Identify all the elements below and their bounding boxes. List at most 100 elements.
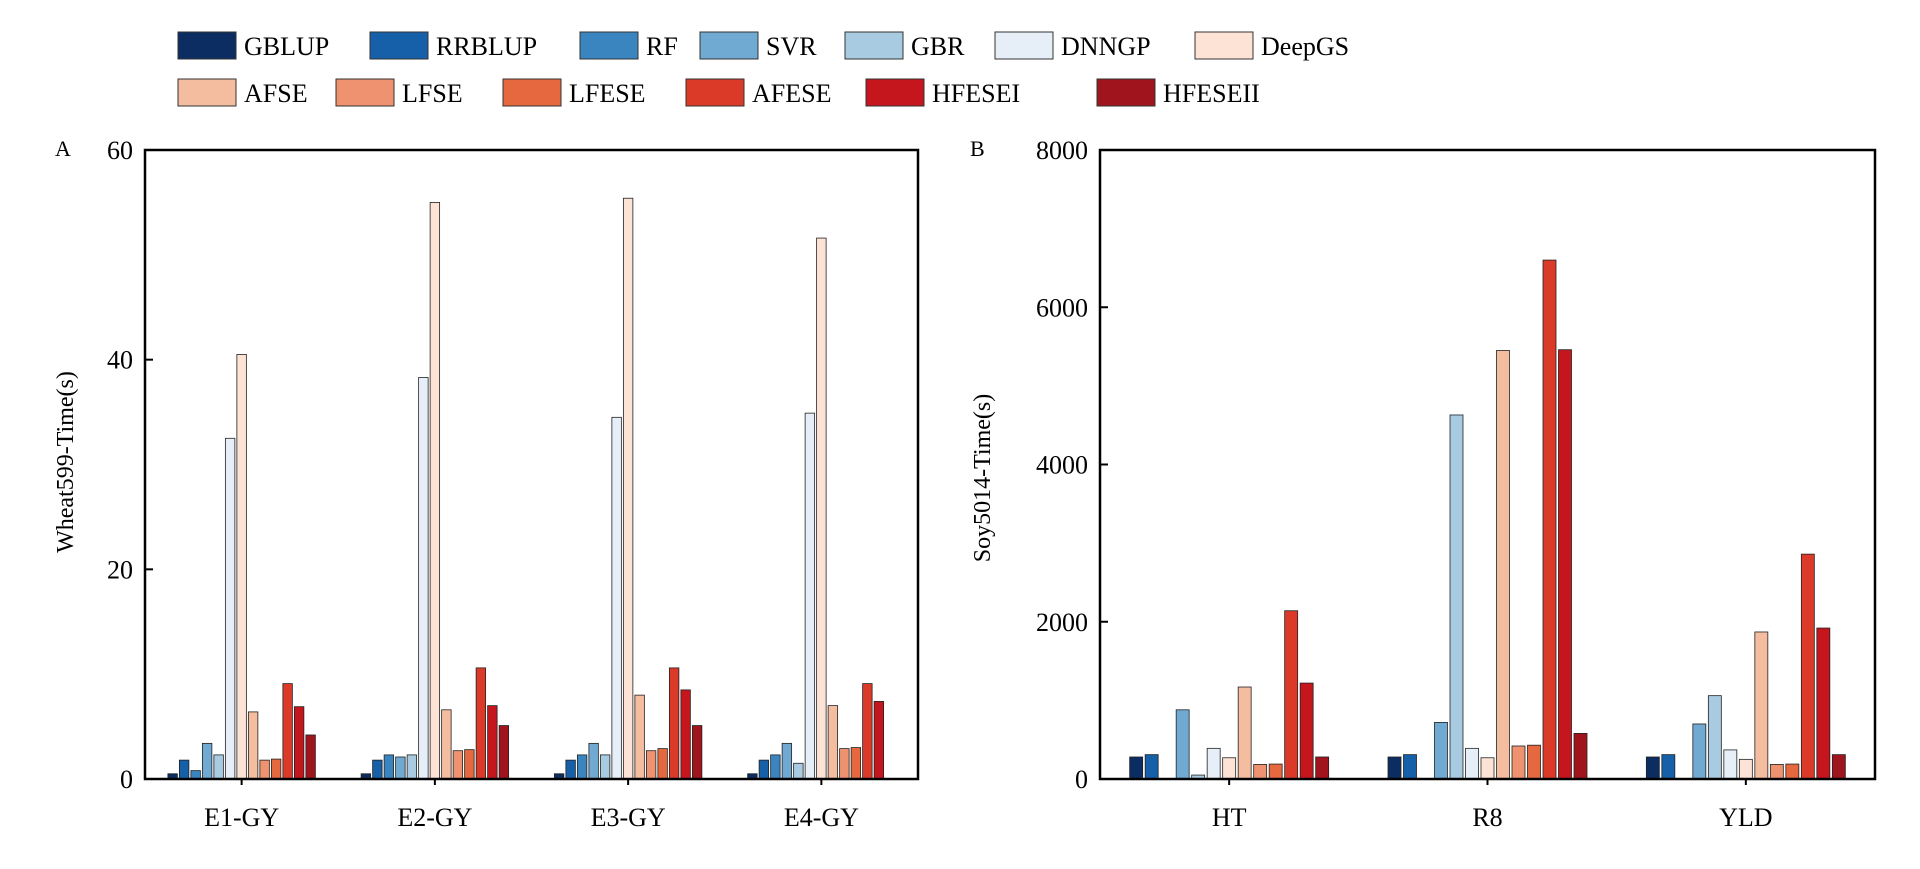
bar-afese-r8 — [1542, 259, 1557, 780]
panel-b-y-axis-label: Soy5014-Time(s) — [970, 394, 996, 562]
bar-hfesei-ht — [1299, 682, 1314, 780]
bar-lfse-e2-gy — [452, 750, 464, 780]
bar-gblup-r8 — [1387, 756, 1402, 780]
bar-svr-r8 — [1434, 721, 1448, 780]
bar-hfesei-r8 — [1558, 349, 1572, 780]
legend-swatch — [699, 31, 759, 60]
bar-deepgs-r8 — [1480, 757, 1495, 780]
bar-dnngp-e1-gy — [224, 437, 236, 780]
y-tick-label: 40 — [107, 346, 133, 375]
bar-deepgs-e4-gy — [816, 237, 827, 780]
bar-lfese-e2-gy — [464, 749, 475, 780]
bar-hfesei-e1-gy — [293, 706, 305, 780]
legend-swatch — [177, 31, 237, 60]
bar-rrblup-e2-gy — [372, 759, 383, 780]
bar-afese-e2-gy — [475, 667, 487, 780]
legend-label: DNNGP — [1061, 32, 1151, 61]
bar-gbr-r8 — [1449, 414, 1464, 780]
legend-label: GBR — [911, 32, 965, 61]
bar-dnngp-ht — [1206, 747, 1221, 780]
bar-hfesei-e3-gy — [680, 689, 691, 780]
legend-swatch — [865, 78, 925, 107]
bar-deepgs-e2-gy — [429, 202, 441, 780]
bar-hfesei-yld — [1816, 627, 1831, 780]
bar-hfeseii-yld — [1831, 754, 1846, 780]
legend-swatch — [177, 78, 237, 107]
bar-dnngp-yld — [1723, 749, 1738, 780]
bar-lfse-e4-gy — [839, 748, 850, 780]
bar-rrblup-ht — [1144, 754, 1159, 780]
bar-rrblup-r8 — [1403, 754, 1417, 780]
bar-rf-e2-gy — [383, 754, 395, 780]
bar-hfeseii-e2-gy — [498, 725, 510, 780]
y-tick-label: 4000 — [1036, 451, 1088, 480]
bar-hfeseii-e3-gy — [691, 725, 703, 780]
bar-lfse-yld — [1769, 764, 1784, 780]
legend: GBLUP RRBLUP RF SVR GBR DNNGP DeepGS AFSE LFSE LF… — [177, 31, 1349, 108]
plot-frame — [1098, 148, 1877, 781]
bar-deepgs-e1-gy — [236, 354, 247, 780]
legend-label: RF — [646, 32, 678, 61]
bar-rrblup-e1-gy — [178, 759, 190, 780]
panel-a-label: A — [55, 136, 71, 161]
legend-label: HFESEII — [1163, 79, 1260, 108]
bar-gbr-e3-gy — [599, 754, 611, 780]
y-tick-label: 2000 — [1036, 608, 1088, 637]
legend-swatch — [335, 78, 395, 107]
bar-afse-e3-gy — [634, 694, 645, 780]
x-tick-label: YLD — [1719, 803, 1772, 832]
x-tick-label: E1-GY — [204, 803, 279, 832]
bar-lfse-r8 — [1511, 745, 1526, 780]
bar-rrblup-yld — [1661, 754, 1676, 780]
bar-afse-e4-gy — [827, 705, 839, 780]
x-tick-label: E4-GY — [784, 803, 859, 832]
bar-gblup-ht — [1129, 756, 1144, 780]
bar-rrblup-e4-gy — [758, 759, 770, 780]
panel-b-label: B — [970, 136, 985, 161]
legend-swatch — [1194, 31, 1254, 60]
bar-svr-e3-gy — [588, 742, 599, 780]
panel-a-y-axis-label: Wheat599-Time(s) — [53, 371, 79, 553]
x-tick-label: R8 — [1472, 803, 1502, 832]
bar-svr-ht — [1175, 709, 1190, 780]
bar-afse-ht — [1237, 686, 1252, 780]
bar-hfeseii-r8 — [1573, 732, 1588, 780]
bar-hfeseii-e1-gy — [305, 734, 316, 780]
y-tick-label: 8000 — [1036, 136, 1088, 165]
legend-label: DeepGS — [1261, 32, 1349, 61]
bar-dnngp-r8 — [1465, 747, 1479, 780]
bar-lfse-e1-gy — [259, 759, 270, 780]
bar-hfesei-e4-gy — [873, 701, 885, 780]
legend-label: LFSE — [402, 79, 463, 108]
bar-rrblup-e3-gy — [565, 759, 576, 780]
bar-hfeseii-ht — [1315, 756, 1330, 780]
bar-gbr-yld — [1707, 695, 1722, 780]
y-tick-label: 20 — [107, 555, 133, 584]
bar-rf-e1-gy — [190, 770, 201, 780]
x-tick-label: E2-GY — [397, 803, 472, 832]
bar-lfese-e3-gy — [657, 748, 668, 780]
bar-gbr-e4-gy — [793, 762, 804, 780]
bar-afese-e4-gy — [862, 683, 873, 780]
bar-lfse-e3-gy — [645, 750, 657, 780]
bar-gblup-yld — [1645, 756, 1660, 780]
bar-gbr-e2-gy — [406, 754, 418, 780]
bar-svr-e1-gy — [201, 742, 213, 780]
legend-swatch — [502, 78, 562, 107]
bar-svr-yld — [1692, 723, 1707, 780]
legend-swatch — [369, 31, 429, 60]
legend-label: AFESE — [752, 79, 831, 108]
bar-lfse-ht — [1253, 764, 1268, 780]
legend-swatch — [1096, 78, 1156, 107]
bar-svr-e2-gy — [395, 756, 406, 780]
bar-lfese-ht — [1268, 763, 1283, 780]
bar-lfese-e1-gy — [270, 758, 282, 780]
bar-hfesei-e2-gy — [487, 705, 498, 780]
x-tick-label: E3-GY — [591, 803, 666, 832]
bar-afese-e3-gy — [668, 667, 680, 780]
panel-a: A Wheat599-Time(s) E1-GY E2-GY E3-GY E4-GY 0… — [53, 136, 920, 832]
bar-afese-ht — [1284, 610, 1299, 780]
bar-deepgs-e3-gy — [622, 197, 634, 780]
legend-label: SVR — [766, 32, 817, 61]
bar-dnngp-e4-gy — [804, 412, 816, 780]
